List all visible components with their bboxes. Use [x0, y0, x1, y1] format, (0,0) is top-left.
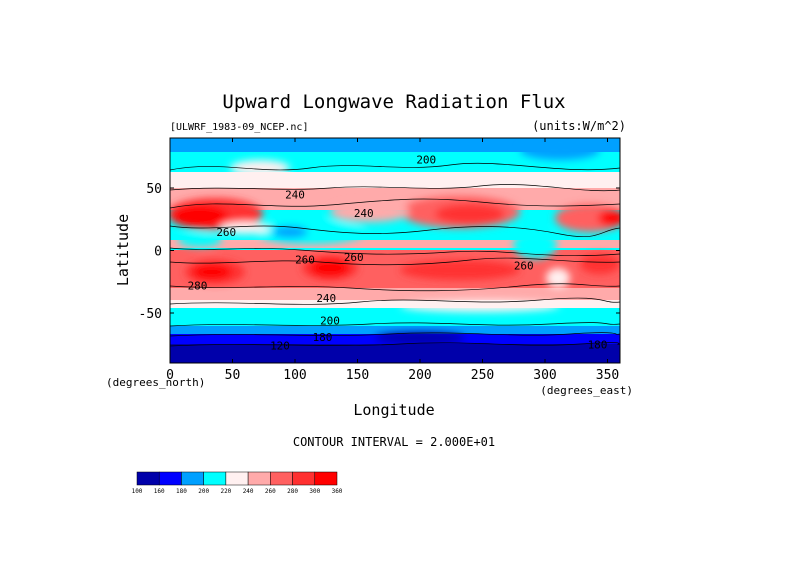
contour-line	[170, 247, 620, 257]
blob-south-atlantic	[580, 254, 620, 274]
band-antarctic-core	[170, 344, 620, 363]
y-tick-label: 50	[146, 182, 162, 197]
colorbar-swatch	[247, 471, 271, 486]
band-southern-ocean	[170, 326, 620, 336]
blob-pacific-north-core	[435, 204, 505, 224]
contour-label: 240	[316, 292, 336, 305]
contour-label: 260	[295, 253, 315, 266]
colorbar-label: 220	[220, 488, 231, 495]
contour-line	[170, 283, 620, 292]
blob-indian-equator	[220, 222, 270, 234]
colorbar-label: 280	[287, 488, 298, 495]
blob-sahara-core	[172, 205, 228, 227]
contour-label: 280	[188, 280, 208, 293]
x-axis: 0 50 100 150 200 250 300 350	[166, 138, 619, 383]
y-axis: -50 0 50	[139, 182, 620, 322]
blob-africa-convection	[178, 233, 222, 247]
band-polar-north	[170, 138, 620, 152]
colorbar-swatch	[225, 471, 249, 486]
plot-area	[170, 138, 620, 363]
blob-north-high-cold	[520, 140, 600, 160]
blob-southern-ocean-mid	[400, 300, 560, 312]
y-axis-label: Latitude	[114, 214, 132, 286]
colorbar-label: 240	[243, 488, 254, 495]
blob-atlantic-north	[555, 204, 620, 232]
colorbar-label: 260	[265, 488, 276, 495]
blob-warm-pool	[255, 220, 365, 244]
contour-line	[170, 162, 620, 171]
colorbar-label: 300	[309, 488, 320, 495]
contour-label: 240	[285, 188, 305, 201]
contour-line	[170, 257, 620, 266]
contour-label: 180	[313, 331, 333, 344]
blob-south-africa-core	[192, 264, 232, 280]
colorbar-swatch	[181, 471, 204, 486]
blob-americas-convection	[513, 231, 557, 259]
chart-title: Upward Longwave Radiation Flux	[222, 91, 565, 113]
contour-label: 180	[588, 338, 608, 351]
x-tick-label: 150	[346, 368, 369, 383]
blob-atlantic-north-core	[598, 210, 620, 226]
x-tick-label: 200	[408, 368, 431, 383]
blob-southern-cold-patch	[375, 332, 465, 344]
contour-label: 200	[416, 153, 436, 166]
colorbar-swatch	[314, 471, 338, 486]
contour-labels: 200 240 240 260 260 260 260 280 240 200 180 120 180	[188, 153, 608, 352]
band-equator	[170, 240, 620, 248]
contour-line	[170, 342, 620, 347]
blob-warm-pool-core	[272, 226, 308, 238]
x-axis-label: Longitude	[353, 401, 434, 419]
contour-line	[170, 225, 620, 238]
colorbar-label: 200	[198, 488, 209, 495]
x-tick-label: 250	[471, 368, 494, 383]
contour-line	[170, 297, 620, 305]
blob-asia-mid	[330, 202, 410, 222]
colorbar-swatch	[270, 471, 293, 486]
chart-subtitle-right: (units:W/m^2)	[532, 119, 626, 133]
contour-label: 260	[514, 260, 534, 273]
contour-line	[170, 322, 620, 327]
band-north-midlat	[170, 172, 620, 192]
contour-label: 120	[270, 340, 290, 353]
contour-interval: CONTOUR INTERVAL = 2.000E+01	[293, 435, 495, 449]
blob-north-atlantic-cool	[230, 160, 290, 176]
contour-label: 200	[320, 315, 340, 328]
chart-subtitle-left: [ULWRF_1983-09_NCEP.nc]	[170, 122, 308, 133]
blob-south-america-cool	[546, 268, 570, 288]
band-south-midlat	[170, 288, 620, 302]
x-tick-label: 50	[225, 368, 241, 383]
colorbar-swatch	[136, 471, 160, 486]
blob-south-pacific	[400, 260, 520, 280]
colorbar: 100 160 180 200 220 240 260 280 300 360	[132, 471, 343, 495]
y-tick-label: -50	[139, 307, 162, 322]
colorbar-label: 180	[176, 488, 187, 495]
contour-line	[170, 198, 620, 209]
colorbar-swatch	[203, 471, 227, 486]
colorbar-label: 160	[154, 488, 165, 495]
x-tick-label: 300	[533, 368, 556, 383]
x-tick-label: 0	[166, 368, 174, 383]
x-unit-label: (degrees_east)	[540, 384, 633, 397]
y-tick-label: 0	[154, 245, 162, 260]
colorbar-label: 360	[332, 488, 343, 495]
colorbar-label: 100	[132, 488, 143, 495]
x-tick-label: 100	[283, 368, 306, 383]
colorbar-swatch	[158, 471, 182, 486]
contour-label: 240	[354, 207, 374, 220]
contour-label: 260	[344, 251, 364, 264]
contour-label: 260	[216, 226, 236, 239]
contour-lines	[170, 162, 620, 347]
contour-line	[170, 184, 620, 192]
y-unit-label: (degrees_north)	[106, 376, 205, 389]
colorbar-swatch	[292, 471, 316, 486]
x-tick-label: 350	[596, 368, 619, 383]
contour-line	[170, 332, 620, 337]
band-south-edge	[170, 300, 620, 308]
